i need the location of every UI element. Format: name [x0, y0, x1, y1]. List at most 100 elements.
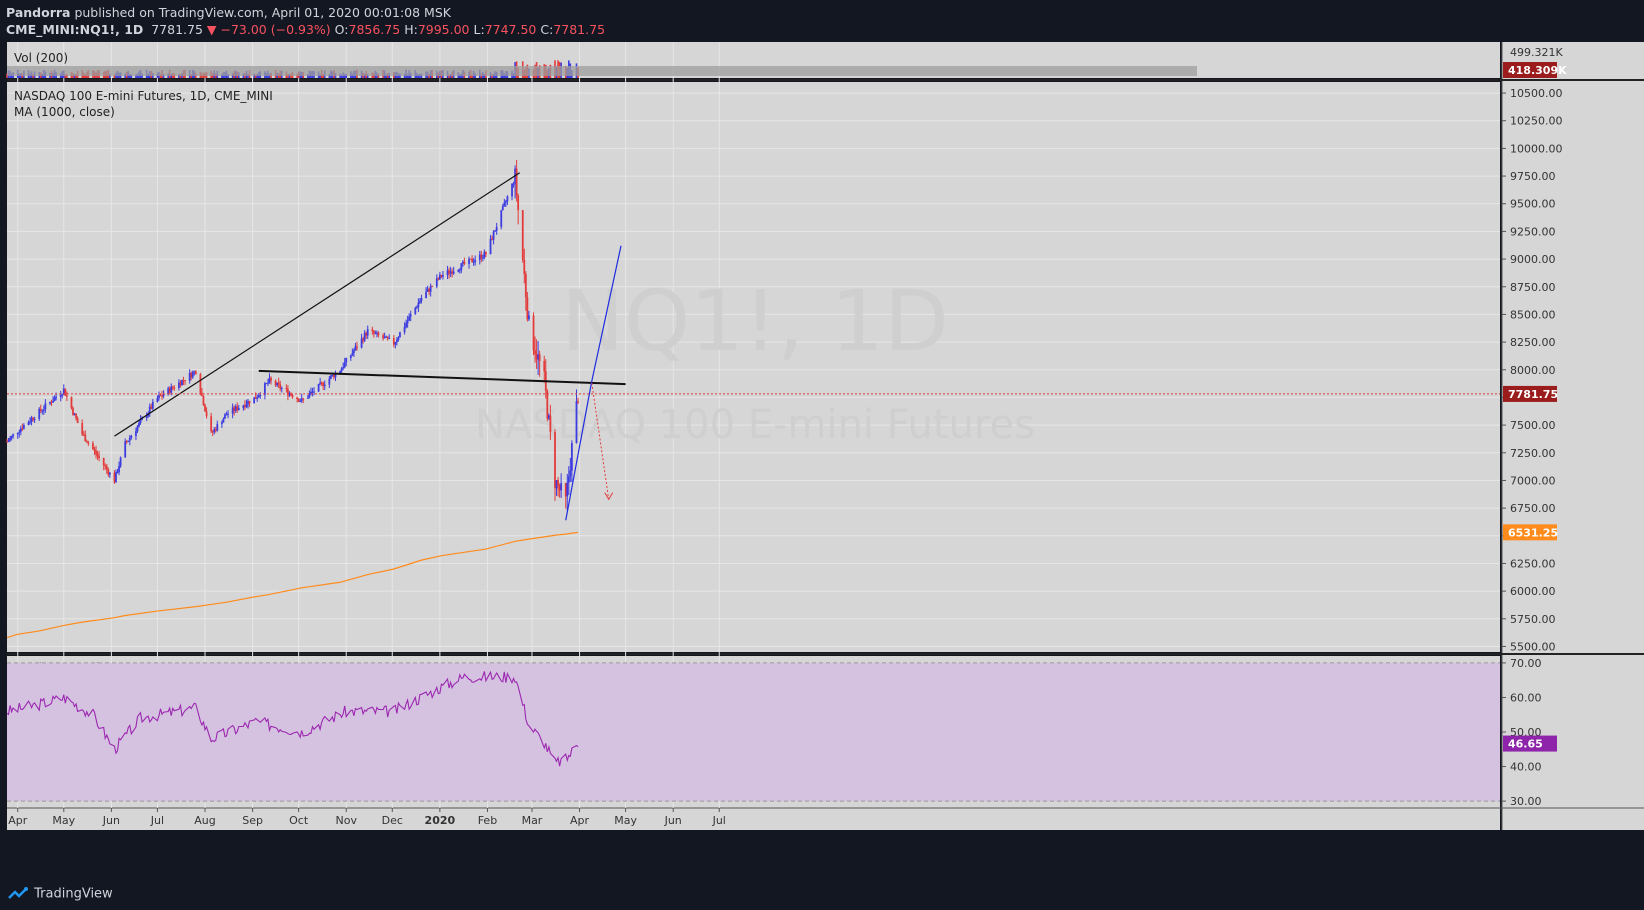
volume-bar	[340, 74, 343, 78]
volume-bar	[178, 74, 180, 78]
candle-body	[388, 338, 391, 340]
candle-body	[280, 388, 283, 390]
x-tick-label: Mar	[522, 814, 543, 827]
candle-body	[64, 388, 67, 396]
candle-body	[299, 400, 302, 402]
candle-body	[461, 261, 464, 264]
candle-body	[362, 338, 365, 341]
candle-body	[492, 231, 495, 240]
candle-body	[397, 337, 400, 340]
candle-body	[257, 395, 260, 398]
candle-body	[205, 411, 208, 417]
price-axis-bg	[1502, 42, 1644, 830]
volume-bar	[135, 74, 137, 78]
candle-body	[98, 456, 100, 459]
candle-body	[170, 386, 173, 393]
rsi-y-tick-label: 30.00	[1510, 795, 1542, 808]
candle-body	[523, 259, 526, 275]
candle-body	[288, 393, 291, 396]
y-tick-label: 5750.00	[1510, 613, 1556, 626]
candle-body	[340, 368, 343, 372]
y-tick-label: 6750.00	[1510, 502, 1556, 515]
candle-body	[451, 271, 454, 274]
x-tick-label: Apr	[8, 814, 28, 827]
volume-bar	[32, 74, 34, 78]
volume-bar	[162, 74, 165, 78]
candle-body	[420, 297, 423, 301]
candle-body	[148, 406, 151, 413]
candle-body	[532, 315, 535, 351]
candle-body	[162, 394, 165, 397]
candle-body	[372, 330, 375, 334]
candle-body	[425, 291, 427, 298]
volume-bar	[345, 74, 348, 78]
ohlc-line: CME_MINI:NQ1!, 1D 7781.75 ▼ −73.00 (−0.9…	[6, 22, 605, 37]
candle-body	[254, 397, 257, 399]
candle-body	[511, 183, 513, 197]
candle-body	[65, 395, 68, 397]
volume-bar	[459, 74, 461, 78]
candle-body	[320, 382, 323, 384]
volume-bar	[417, 74, 420, 78]
volume-bar	[471, 74, 473, 78]
candle-body	[168, 388, 171, 393]
candle-body	[515, 168, 518, 196]
candle-body	[463, 261, 466, 264]
candle-body	[457, 270, 460, 272]
candle-body	[546, 390, 549, 419]
y-tick-label: 8500.00	[1510, 308, 1556, 321]
candle-body	[61, 394, 64, 396]
candle-body	[395, 339, 398, 343]
candle-body	[113, 472, 116, 483]
candle-body	[27, 422, 30, 425]
volume-badge-bg	[1503, 62, 1557, 78]
candle-body	[82, 434, 85, 436]
candle-body	[159, 395, 162, 397]
candle-body	[310, 391, 312, 394]
candle-body	[408, 316, 411, 321]
candle-body	[141, 418, 143, 420]
candle-body	[322, 382, 325, 387]
candle-body	[448, 270, 450, 274]
candle-body	[263, 383, 266, 396]
volume-bar	[483, 74, 486, 78]
candle-body	[124, 441, 127, 458]
chart-canvas[interactable]: Apr May Jun Jul Aug Sep Oct Nov Dec 2020 Feb Mar Apr…	[0, 0, 1644, 880]
candle-body	[570, 443, 573, 471]
candle-body	[458, 269, 461, 271]
symbol-label[interactable]: CME_MINI:NQ1!, 1D	[6, 22, 144, 37]
candle-body	[242, 405, 245, 409]
candle-body	[419, 300, 421, 303]
candle-body	[385, 336, 388, 338]
candle-body	[118, 466, 120, 473]
y-tick-label: 6000.00	[1510, 585, 1556, 598]
author-name[interactable]: Pandorra	[6, 5, 71, 20]
candle-body	[222, 418, 225, 423]
volume-bar	[130, 74, 133, 78]
candle-body	[12, 434, 15, 436]
candle-body	[328, 378, 331, 385]
candle-body	[224, 414, 226, 419]
candle-body	[167, 388, 170, 395]
footer-bar: TradingView	[0, 880, 1644, 910]
price-pane-title: NASDAQ 100 E-mini Futures, 1D, CME_MINI	[14, 89, 273, 103]
candle-body	[22, 424, 25, 429]
candle-body	[501, 206, 504, 211]
candle-body	[300, 398, 303, 401]
candle-body	[171, 386, 174, 388]
candle-body	[491, 238, 493, 240]
candle-body	[265, 383, 268, 385]
candle-body	[351, 353, 354, 356]
candle-body	[151, 401, 154, 409]
rsi-badge: 46.65	[1503, 735, 1557, 752]
candle-body	[96, 454, 99, 457]
candle-body	[534, 350, 536, 355]
ma-badge-text: 6531.25	[1508, 526, 1558, 539]
volume-badge-text: 418.309K	[1508, 64, 1567, 77]
candle-body	[517, 195, 520, 211]
candle-body	[311, 391, 314, 393]
candle-body	[406, 320, 409, 324]
candle-body	[181, 380, 183, 386]
tradingview-logo[interactable]: TradingView	[8, 886, 113, 902]
y-tick-label: 7500.00	[1510, 419, 1556, 432]
